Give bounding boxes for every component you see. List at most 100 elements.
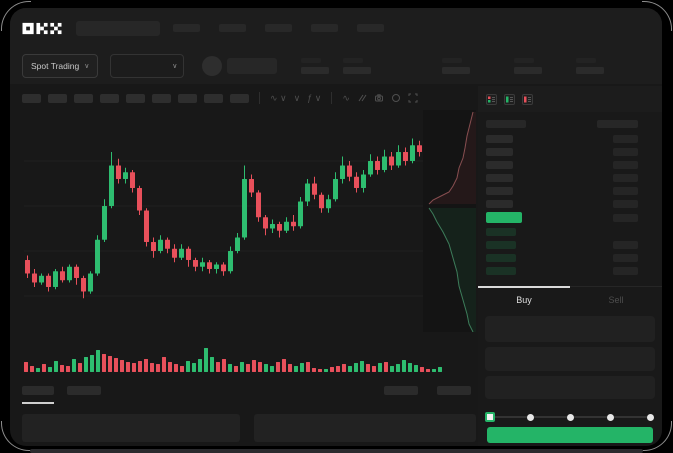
ask-row[interactable] [486,158,638,171]
orderbook-asks-only-icon[interactable] [522,93,533,105]
price-placeholder [486,227,516,236]
total-field-placeholder[interactable] [485,376,655,399]
amount-placeholder [613,173,638,182]
stat-placeholder [576,58,605,74]
bottom-filter-tab[interactable] [384,386,418,395]
compare-icon[interactable] [357,93,367,103]
volume-chart [24,348,442,372]
ask-row[interactable] [486,171,638,184]
chevron-down-icon: ∨ [84,63,90,70]
timeframe-button-placeholder[interactable] [126,93,145,103]
bottom-tabs-right [384,386,471,395]
price-placeholder [486,134,513,143]
nav-item-placeholder[interactable] [311,24,338,32]
chevron-down-icon: ∨ [172,63,178,70]
stat-label-placeholder [514,58,535,63]
timeframe-button-placeholder[interactable] [152,93,171,103]
bottom-filter-tab[interactable] [437,386,471,395]
market-type-dropdown[interactable]: Spot Trading ∨ [22,54,99,78]
slider-stop[interactable] [646,413,654,421]
order-form [478,312,662,404]
asks-list [486,132,638,210]
bids-list [486,225,638,277]
slider-stop[interactable] [526,413,534,421]
last-price-row[interactable] [486,210,638,225]
fullscreen-icon[interactable] [408,93,418,103]
stat-label-placeholder [442,58,463,63]
bottom-tab[interactable] [67,386,101,395]
amount-placeholder [613,134,638,143]
stat-value-placeholder [576,67,605,74]
price-placeholder [486,266,516,275]
interval-dropdown[interactable]: ∨ [293,92,301,103]
amount-placeholder [613,199,638,208]
orderbook-bids-only-icon[interactable] [504,93,515,105]
amount-field-placeholder[interactable] [485,347,655,371]
slider-handle[interactable] [485,412,495,422]
stat-label-placeholder [301,58,322,63]
nav-item-placeholder[interactable] [219,24,246,32]
price-field-placeholder[interactable] [485,316,655,342]
bid-row[interactable] [486,251,638,264]
search-placeholder[interactable] [76,20,160,36]
buy-button[interactable] [487,427,653,443]
ask-row[interactable] [486,184,638,197]
pair-name-placeholder [227,58,278,74]
timeframe-button-placeholder[interactable] [100,93,119,103]
depth-chart [428,111,476,333]
chart-style-dropdown[interactable]: ∿ ∨ [270,92,287,103]
stat-value-placeholder [514,67,543,74]
timeframe-button-placeholder[interactable] [48,93,67,103]
price-placeholder [486,240,516,249]
okx-logo[interactable] [22,22,62,35]
amount-slider[interactable] [485,410,654,424]
ask-row[interactable] [486,132,638,145]
orderbook-both-icon[interactable] [486,93,497,105]
bid-row[interactable] [486,264,638,277]
candlestick-chart[interactable] [24,116,424,341]
active-tab-indicator [478,286,570,288]
bottom-panels [22,414,476,442]
nav-items [160,24,384,32]
orderbook-layout-toggles [478,86,662,112]
price-placeholder [486,253,516,262]
amount-placeholder [613,147,638,156]
timeframe-button-placeholder[interactable] [22,93,41,103]
tab-sell[interactable]: Sell [608,294,624,305]
nav-item-placeholder[interactable] [357,24,384,32]
pair-dropdown[interactable]: ∨ [110,54,185,78]
bid-row[interactable] [486,225,638,238]
nav-item-placeholder[interactable] [265,24,292,32]
ask-row[interactable] [486,197,638,210]
timeframe-button-placeholder[interactable] [204,93,223,103]
order-book-header [486,120,638,128]
timeframe-button-placeholder[interactable] [230,93,249,103]
order-panel: Buy Sell [478,86,662,446]
timeframe-button-placeholder[interactable] [74,93,93,103]
pair-icon-placeholder[interactable] [202,56,223,76]
stat-placeholder [301,58,330,74]
stat-label-placeholder [576,58,597,63]
stat-placeholder [442,58,471,74]
buy-sell-tabs: Buy Sell [478,286,662,312]
amount-placeholder [613,160,638,169]
line-chart-icon[interactable]: ∿ [342,92,350,103]
ask-row[interactable] [486,145,638,158]
price-placeholder [486,186,513,195]
top-nav [10,8,662,48]
slider-stop[interactable] [566,413,574,421]
bottom-tab-active[interactable] [22,386,54,404]
camera-icon[interactable] [374,93,384,103]
device-bottom-bezel [30,449,643,453]
slider-stop[interactable] [606,413,614,421]
indicators-dropdown[interactable]: ƒ ∨ [307,92,322,103]
bid-row[interactable] [486,238,638,251]
main-area: ∿ ∨ ∨ ƒ ∨ ∿ [10,86,662,446]
settings-icon[interactable] [391,93,401,103]
stat-label-placeholder [343,58,364,63]
nav-item-placeholder[interactable] [173,24,200,32]
tab-buy[interactable]: Buy [516,294,532,305]
timeframe-button-placeholder[interactable] [178,93,197,103]
last-price-block [486,212,522,223]
